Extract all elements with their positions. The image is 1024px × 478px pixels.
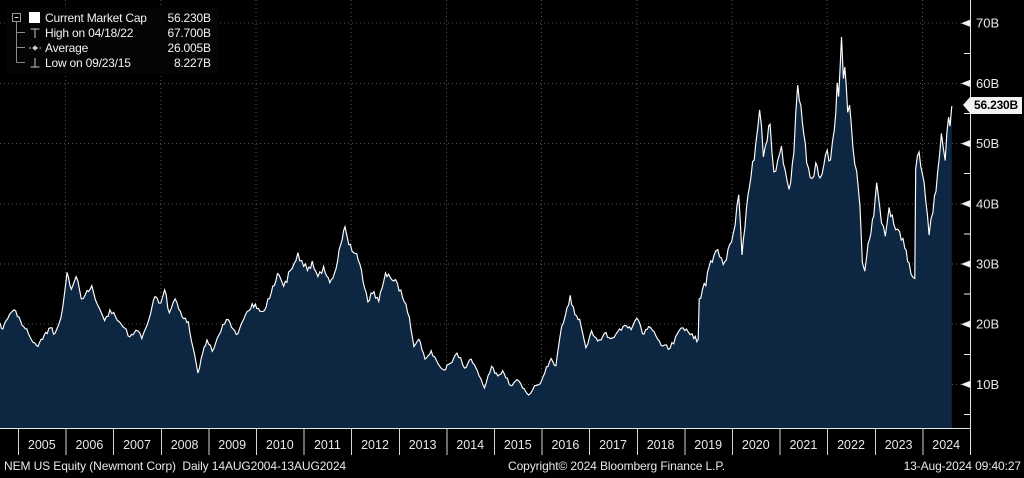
legend-label: Low on 09/23/15 <box>45 55 131 70</box>
year-label: 2017 <box>599 438 627 452</box>
legend-label: High on 04/18/22 <box>45 25 134 40</box>
y-tick-arrow-icon <box>961 320 970 328</box>
y-axis-label: 70B <box>976 16 999 31</box>
legend-value: 67.700B <box>167 25 211 40</box>
year-label: 2024 <box>932 438 960 452</box>
year-label: 2010 <box>266 438 294 452</box>
legend-row-low[interactable]: Low on 09/23/15 8.227B <box>29 55 211 70</box>
high-marker-icon <box>29 27 45 39</box>
y-axis-label: 10B <box>976 377 999 392</box>
year-label: 2018 <box>647 438 675 452</box>
y-axis-label: 20B <box>976 317 999 332</box>
year-label: 2020 <box>742 438 770 452</box>
year-label: 2013 <box>409 438 437 452</box>
year-label: 2007 <box>123 438 151 452</box>
market-cap-area <box>0 37 952 428</box>
year-label: 2022 <box>837 438 865 452</box>
instrument-description: NEM US Equity (Newmont Corp) Daily 14AUG… <box>4 459 346 473</box>
y-axis-label: 30B <box>976 257 999 272</box>
y-tick-arrow-icon <box>961 380 970 388</box>
year-label: 2005 <box>28 438 56 452</box>
legend-tree-toggle-icon[interactable] <box>11 13 26 69</box>
low-marker-icon <box>29 57 45 69</box>
chart-legend: Current Market Cap 56.230B High on 04/18… <box>7 7 219 74</box>
y-axis-label: 60B <box>976 76 999 91</box>
timestamp: 13-Aug-2024 09:40:27 <box>903 459 1022 473</box>
chart-plot-area[interactable]: 2005 2006 2007 2008 2009 2010 2011 2012 2013 2014… <box>0 0 1024 455</box>
y-tick-arrow-icon <box>961 260 970 268</box>
year-label: 2008 <box>171 438 199 452</box>
current-value-badge: 56.230B <box>963 97 1022 114</box>
y-tick-arrow-icon <box>961 79 970 87</box>
year-label: 2016 <box>551 438 579 452</box>
y-axis-label: 40B <box>976 196 999 211</box>
legend-label: Average <box>45 40 89 55</box>
market-cap-line <box>0 36 953 396</box>
year-label: 2014 <box>456 438 484 452</box>
year-label: 2011 <box>314 438 341 452</box>
status-bar: NEM US Equity (Newmont Corp) Daily 14AUG… <box>0 455 1024 478</box>
legend-label: Current Market Cap <box>45 10 147 25</box>
year-label: 2012 <box>361 438 389 452</box>
legend-row-average[interactable]: Average 26.005B <box>29 40 211 55</box>
y-tick-arrow-icon <box>961 140 970 148</box>
year-label: 2015 <box>504 438 532 452</box>
legend-value: 26.005B <box>167 40 211 55</box>
series-swatch-icon <box>29 12 45 23</box>
y-axis-label: 50B <box>976 136 999 151</box>
year-label: 2009 <box>218 438 246 452</box>
year-label: 2023 <box>885 438 913 452</box>
year-label: 2006 <box>75 438 103 452</box>
badge-notch-icon <box>963 97 971 113</box>
copyright-text: Copyright© 2024 Bloomberg Finance L.P. <box>508 459 725 473</box>
current-value-text: 56.230B <box>974 98 1018 112</box>
y-tick-arrow-icon <box>961 200 970 208</box>
legend-row-current[interactable]: Current Market Cap 56.230B <box>29 10 211 25</box>
average-marker-icon <box>29 42 45 54</box>
year-label: 2019 <box>694 438 722 452</box>
legend-value: 8.227B <box>173 55 211 70</box>
legend-row-high[interactable]: High on 04/18/22 67.700B <box>29 25 211 40</box>
legend-value: 56.230B <box>167 10 211 25</box>
year-label: 2021 <box>789 438 817 452</box>
y-tick-arrow-icon <box>961 19 970 27</box>
